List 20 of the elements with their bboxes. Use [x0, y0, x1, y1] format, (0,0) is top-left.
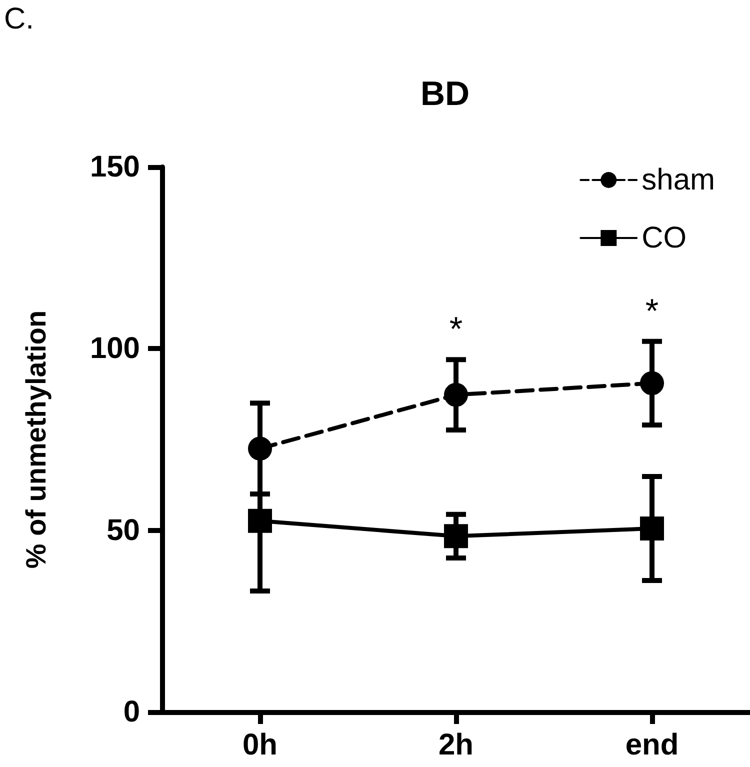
- point: [444, 524, 468, 548]
- x-tick-label: 2h: [438, 728, 474, 762]
- annotation: *: [449, 310, 463, 349]
- annotation: *: [645, 292, 659, 330]
- y-tick-label: 50: [106, 514, 140, 547]
- x-tick-label: 0h: [242, 728, 278, 762]
- point: [248, 436, 272, 461]
- point: [640, 371, 664, 396]
- text: C.: [4, 2, 34, 36]
- point: [640, 516, 664, 541]
- y-tick-label: 150: [90, 150, 140, 184]
- chart-title: BD: [420, 75, 470, 113]
- y-axis-title: % of unmethylation: [20, 310, 52, 569]
- point: [444, 382, 468, 407]
- y-tick-label: 100: [90, 332, 140, 366]
- legend-label: CO: [642, 222, 687, 254]
- point: [248, 508, 272, 533]
- legend-label: sham: [642, 164, 715, 196]
- y-tick-label: 0: [123, 696, 140, 728]
- x-tick-label: end: [625, 728, 679, 762]
